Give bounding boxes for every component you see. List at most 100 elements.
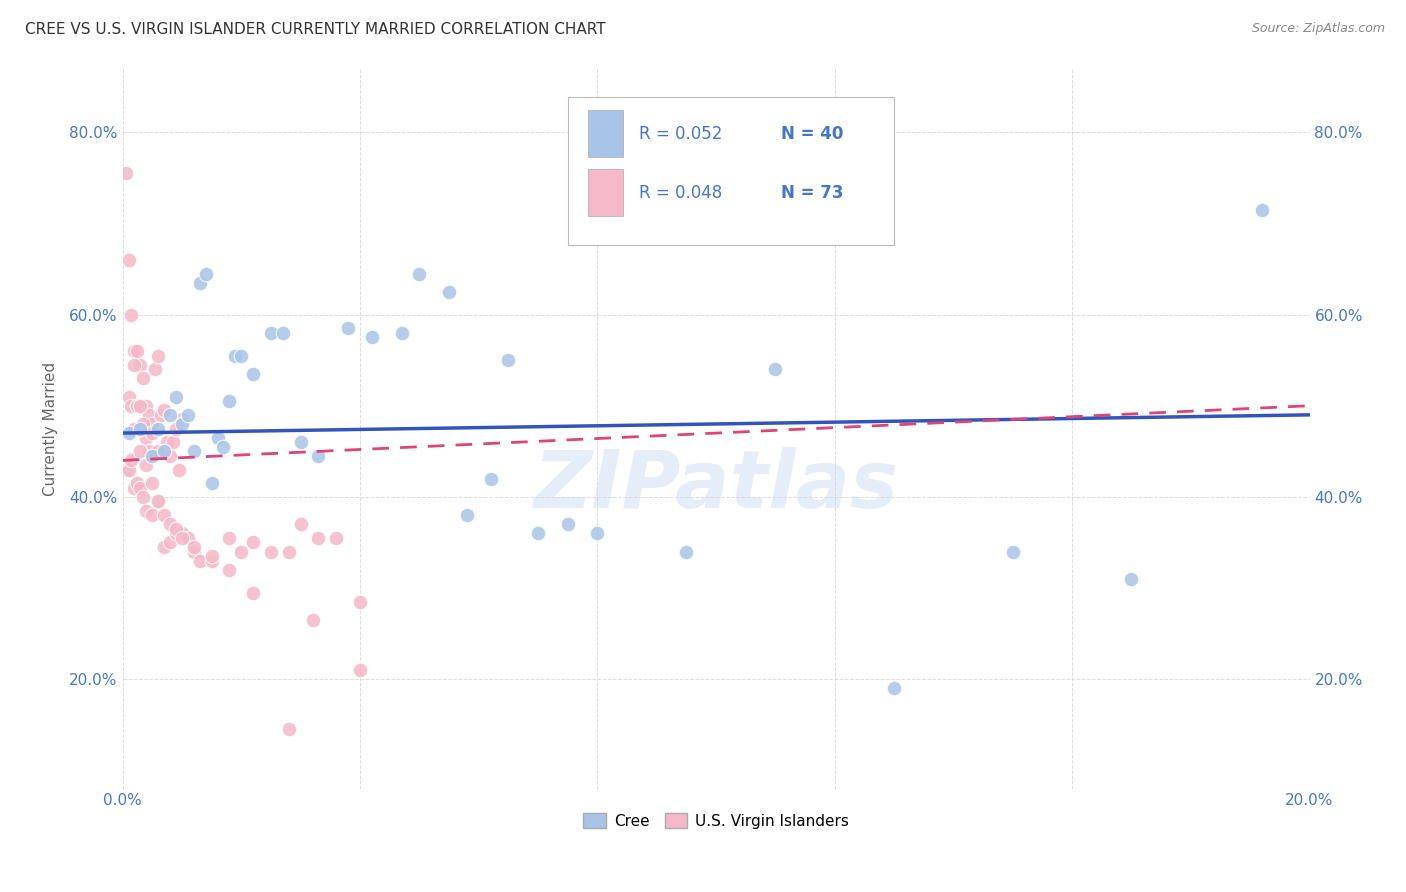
Point [124, 421, 146, 435]
Point [138, 444, 160, 458]
Point [129, 358, 152, 372]
Point [277, 723, 299, 737]
Point [167, 462, 190, 476]
Point [135, 399, 157, 413]
Text: CREE VS U.S. VIRGIN ISLANDER CURRENTLY MARRIED CORRELATION CHART: CREE VS U.S. VIRGIN ISLANDER CURRENTLY M… [25, 22, 606, 37]
Point [127, 344, 149, 359]
Point [231, 349, 253, 363]
Point [277, 544, 299, 558]
Point [121, 399, 143, 413]
FancyBboxPatch shape [588, 169, 623, 216]
Point [290, 517, 312, 532]
Point [141, 476, 163, 491]
Point [117, 252, 139, 267]
Point [159, 535, 181, 549]
Text: ZIPatlas: ZIPatlas [533, 447, 898, 525]
Point [153, 540, 176, 554]
Point [218, 563, 240, 577]
Point [201, 554, 224, 568]
Point [201, 476, 224, 491]
Text: R = 0.052: R = 0.052 [638, 125, 733, 143]
Point [117, 390, 139, 404]
Point [170, 531, 193, 545]
Point [124, 344, 146, 359]
Point [231, 544, 253, 558]
Point [212, 440, 235, 454]
Point [159, 408, 181, 422]
Point [148, 421, 170, 435]
Point [148, 444, 170, 458]
Point [141, 508, 163, 522]
Point [675, 544, 697, 558]
Point [135, 503, 157, 517]
Point [218, 394, 240, 409]
Point [141, 426, 163, 441]
Point [224, 349, 246, 363]
Point [124, 358, 146, 372]
Point [188, 554, 211, 568]
Point [124, 481, 146, 495]
Point [557, 517, 579, 532]
Point [586, 526, 609, 541]
Point [156, 435, 179, 450]
Point [194, 267, 217, 281]
Point [114, 462, 136, 476]
Point [132, 490, 155, 504]
Point [165, 421, 187, 435]
Point [141, 417, 163, 431]
Point [183, 544, 205, 558]
Point [141, 449, 163, 463]
Point [307, 449, 329, 463]
Point [183, 540, 205, 554]
FancyBboxPatch shape [568, 97, 894, 245]
Point [148, 349, 170, 363]
Point [153, 403, 176, 417]
Point [135, 458, 157, 472]
Point [177, 531, 200, 545]
Point [201, 549, 224, 563]
Point [114, 166, 136, 180]
Point [242, 367, 264, 381]
Point [207, 431, 229, 445]
Point [479, 472, 502, 486]
Text: Source: ZipAtlas.com: Source: ZipAtlas.com [1251, 22, 1385, 36]
Point [437, 285, 460, 299]
Point [763, 362, 786, 376]
Point [337, 321, 360, 335]
Point [165, 522, 187, 536]
Point [162, 435, 184, 450]
Point [242, 535, 264, 549]
Point [165, 390, 187, 404]
Point [132, 417, 155, 431]
Point [360, 330, 382, 344]
Point [307, 531, 329, 545]
Text: N = 40: N = 40 [782, 125, 844, 143]
Point [135, 431, 157, 445]
Point [129, 421, 152, 435]
Point [129, 399, 152, 413]
Point [153, 508, 176, 522]
Point [260, 544, 283, 558]
Point [391, 326, 413, 340]
Legend: Cree, U.S. Virgin Islanders: Cree, U.S. Virgin Islanders [576, 806, 855, 835]
Point [218, 531, 240, 545]
Point [121, 308, 143, 322]
Point [242, 585, 264, 599]
Point [148, 494, 170, 508]
Point [290, 435, 312, 450]
Y-axis label: Currently Married: Currently Married [44, 361, 58, 496]
Point [1121, 572, 1143, 586]
Text: R = 0.048: R = 0.048 [638, 184, 733, 202]
Point [132, 371, 155, 385]
Point [121, 453, 143, 467]
Point [170, 412, 193, 426]
Point [150, 408, 173, 422]
Point [177, 408, 200, 422]
Point [159, 449, 181, 463]
Point [127, 399, 149, 413]
Point [349, 595, 371, 609]
Point [153, 444, 176, 458]
Point [408, 267, 430, 281]
Text: N = 73: N = 73 [782, 184, 844, 202]
Point [498, 353, 520, 368]
